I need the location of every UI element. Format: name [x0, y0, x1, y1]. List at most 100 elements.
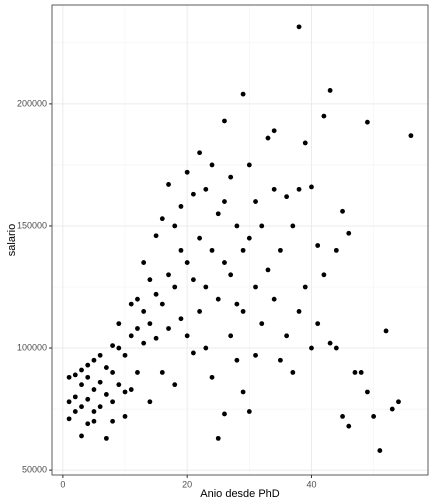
y-tick-label: 200000: [17, 98, 47, 108]
point: [209, 162, 215, 168]
point: [153, 335, 159, 341]
point: [166, 182, 171, 187]
point: [340, 414, 345, 419]
point: [72, 394, 78, 400]
point: [284, 333, 290, 339]
y-axis-label: salario: [6, 224, 18, 256]
point: [203, 186, 209, 192]
point: [178, 316, 184, 322]
point: [383, 328, 389, 334]
point: [246, 235, 252, 241]
point: [159, 301, 165, 307]
point: [85, 396, 91, 402]
point: [296, 24, 302, 30]
point: [228, 174, 234, 180]
point: [253, 284, 258, 290]
point: [296, 309, 302, 314]
point: [135, 326, 140, 331]
point: [296, 186, 302, 192]
point: [222, 411, 227, 417]
point: [228, 272, 234, 278]
point: [327, 88, 333, 93]
point: [309, 345, 314, 351]
point: [203, 284, 209, 290]
point: [103, 392, 109, 397]
point: [147, 321, 153, 327]
point: [153, 291, 159, 297]
point: [302, 140, 308, 146]
point: [246, 409, 252, 414]
point: [222, 199, 227, 204]
point: [228, 333, 234, 339]
point: [135, 370, 140, 375]
point: [234, 357, 240, 363]
point: [333, 345, 339, 351]
point: [365, 119, 370, 125]
point: [141, 340, 147, 346]
point: [135, 296, 140, 302]
point: [85, 421, 91, 427]
point: [215, 296, 221, 302]
point: [79, 433, 84, 439]
point: [190, 277, 196, 283]
point: [97, 379, 103, 385]
panel: [52, 5, 428, 475]
point: [302, 284, 308, 290]
x-axis-label: Anio desde PhD: [200, 488, 280, 500]
point: [184, 169, 190, 175]
point: [116, 382, 122, 388]
point: [178, 204, 184, 209]
point: [352, 370, 358, 375]
point: [203, 345, 209, 351]
point: [110, 418, 115, 424]
point: [79, 404, 84, 410]
point: [172, 223, 178, 229]
y-tick-label: 50000: [22, 464, 47, 474]
point: [197, 309, 203, 314]
x-tick-label: 40: [306, 479, 316, 489]
point: [184, 260, 190, 265]
point: [72, 409, 78, 414]
point: [240, 309, 246, 314]
point: [190, 350, 196, 356]
point: [128, 387, 134, 392]
point: [340, 208, 345, 214]
point: [85, 362, 91, 368]
point: [209, 247, 215, 253]
point: [215, 435, 221, 441]
point: [346, 423, 352, 429]
point: [91, 357, 97, 363]
point: [271, 186, 277, 192]
point: [377, 448, 383, 453]
point: [79, 382, 84, 388]
point: [240, 247, 246, 253]
point: [222, 118, 227, 124]
point: [309, 184, 314, 190]
point: [122, 389, 128, 395]
point: [166, 272, 171, 278]
point: [365, 389, 370, 395]
point: [110, 343, 115, 348]
point: [389, 406, 395, 412]
point: [66, 374, 72, 380]
point: [72, 372, 78, 378]
point: [116, 345, 122, 351]
point: [240, 91, 246, 97]
x-tick-label: 20: [182, 479, 192, 489]
point: [234, 301, 240, 307]
point: [141, 260, 147, 265]
point: [147, 277, 153, 283]
point: [184, 333, 190, 339]
point: [122, 414, 128, 419]
point: [271, 128, 277, 134]
point: [97, 404, 103, 410]
point: [315, 321, 321, 327]
y-tick-label: 150000: [17, 220, 47, 230]
point: [234, 223, 240, 229]
point: [371, 414, 377, 419]
point: [190, 191, 196, 197]
point: [178, 247, 184, 253]
point: [333, 247, 339, 253]
point: [265, 135, 271, 141]
